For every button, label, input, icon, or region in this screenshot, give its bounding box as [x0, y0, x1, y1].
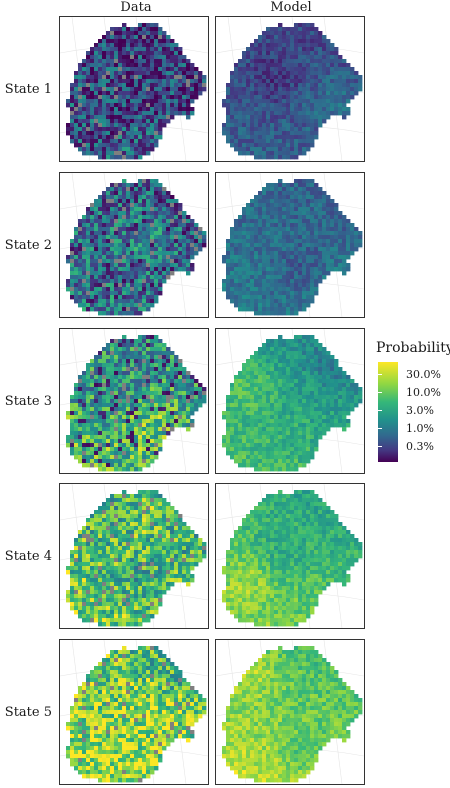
region-cells	[222, 490, 363, 627]
map-svg	[216, 329, 364, 473]
region-cells	[222, 23, 363, 160]
region-cells	[66, 179, 207, 316]
legend-tickmark	[378, 374, 382, 375]
map-svg	[216, 17, 364, 161]
column-title-data: Data	[120, 0, 152, 15]
map-panel-data-state-1	[59, 16, 209, 162]
row-title-state-4: State 4	[4, 549, 52, 564]
map-panel-data-state-3	[59, 328, 209, 474]
map-svg	[216, 173, 364, 317]
map-panel-data-state-5	[59, 639, 209, 785]
region-cells	[222, 179, 363, 316]
region-cells	[222, 335, 363, 472]
map-panel-data-state-4	[59, 483, 209, 629]
map-panel-model-state-2	[215, 172, 365, 318]
legend-colorbar	[378, 362, 398, 462]
legend-tick-30: 30.0%	[406, 368, 441, 381]
region-cells	[66, 490, 207, 627]
region-cells	[222, 646, 363, 783]
row-title-state-3: State 3	[4, 394, 52, 409]
map-panel-model-state-1	[215, 16, 365, 162]
map-svg	[60, 484, 208, 628]
legend-tick-1: 1.0%	[406, 422, 434, 435]
map-svg	[60, 173, 208, 317]
map-svg	[60, 640, 208, 784]
column-title-model: Model	[270, 0, 312, 15]
legend-tickmark	[378, 428, 382, 429]
map-svg	[216, 484, 364, 628]
legend-tick-10: 10.0%	[406, 386, 441, 399]
row-title-state-2: State 2	[4, 238, 52, 253]
row-title-state-5: State 5	[4, 705, 52, 720]
legend-tickmark	[378, 392, 382, 393]
map-panel-model-state-3	[215, 328, 365, 474]
map-svg	[60, 17, 208, 161]
map-panel-model-state-5	[215, 639, 365, 785]
legend-tickmark	[378, 410, 382, 411]
map-svg	[60, 329, 208, 473]
row-title-state-1: State 1	[4, 82, 52, 97]
map-panel-model-state-4	[215, 483, 365, 629]
legend-title: Probability	[376, 340, 450, 356]
map-svg	[216, 640, 364, 784]
region-cells	[66, 646, 207, 783]
region-cells	[66, 23, 207, 160]
legend-tickmark	[378, 446, 382, 447]
region-cells	[66, 335, 207, 472]
legend-tick-3: 3.0%	[406, 404, 434, 417]
legend-tick-0-3: 0.3%	[406, 440, 434, 453]
map-panel-data-state-2	[59, 172, 209, 318]
